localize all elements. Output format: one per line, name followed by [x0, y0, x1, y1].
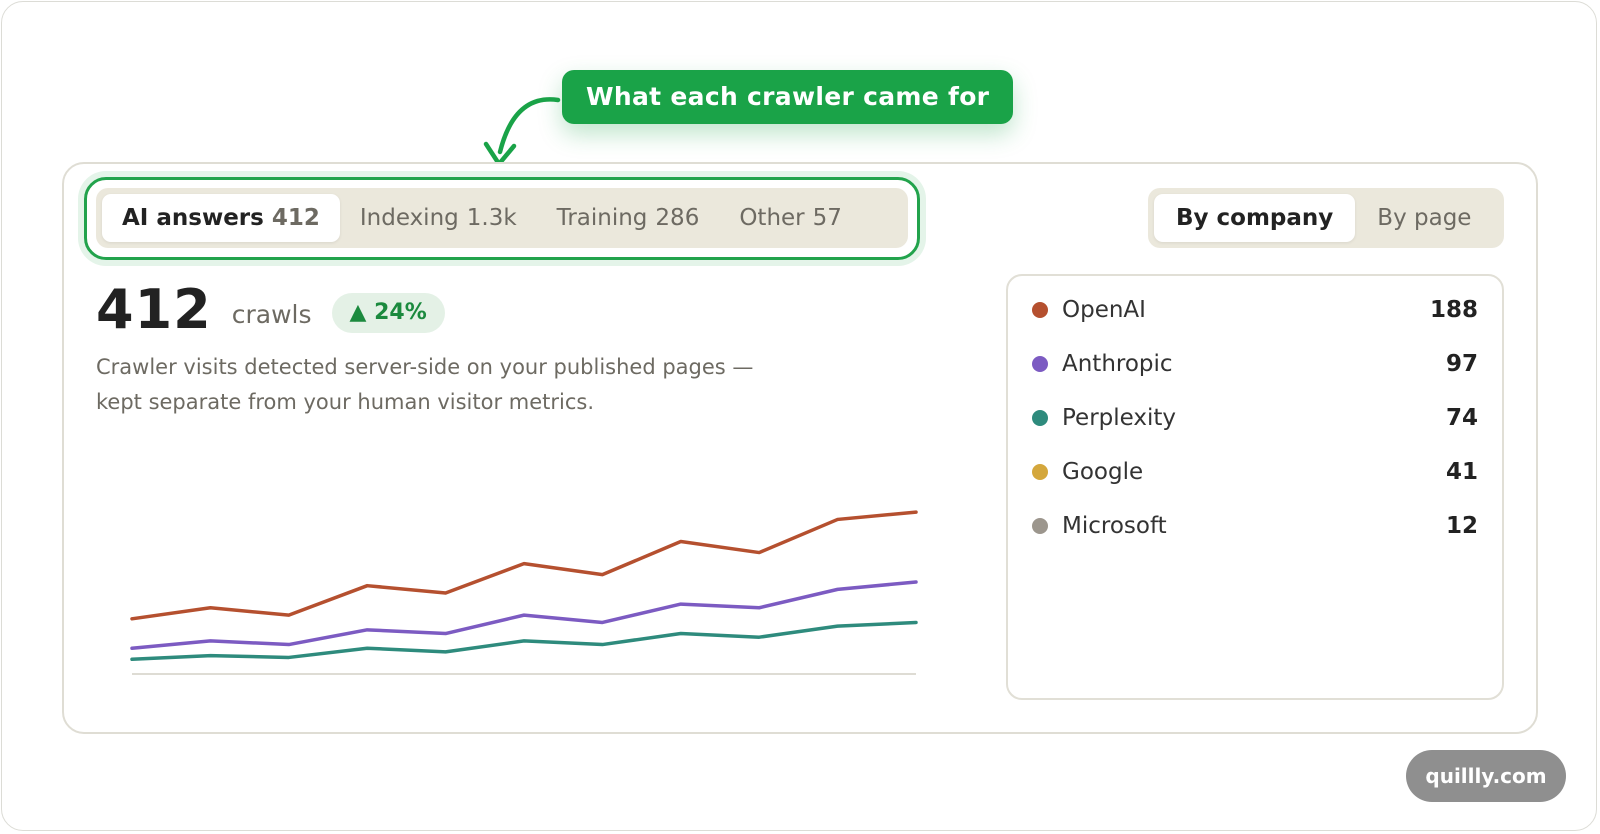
purpose-tabs: AI answers 412 Indexing 1.3k Training 286 O… [96, 188, 908, 248]
watermark-badge: quillly.com [1406, 750, 1566, 802]
tab-ai-answers[interactable]: AI answers 412 [102, 194, 340, 242]
series-line-perplexity [130, 620, 918, 662]
legend-row-perplexity[interactable]: Perplexity 74 [1032, 398, 1478, 438]
company-breakdown: OpenAI 188 Anthropic 97 Perplexity 74 Go… [1006, 274, 1504, 700]
tab-count: 286 [655, 205, 700, 231]
legend-row-anthropic[interactable]: Anthropic 97 [1032, 344, 1478, 384]
tabs-highlight [84, 177, 920, 260]
tab-label: AI answers [122, 205, 264, 231]
google-dot-icon [1032, 464, 1048, 480]
legend-name: Anthropic [1062, 351, 1173, 377]
legend-name: OpenAI [1062, 297, 1146, 323]
by-page-button[interactable]: By page [1377, 205, 1472, 231]
callout-label: What each crawler came for [562, 70, 1014, 124]
legend-name: Microsoft [1062, 513, 1167, 539]
microsoft-dot-icon [1032, 518, 1048, 534]
legend-count: 12 [1445, 513, 1478, 539]
crawl-trend-chart [130, 510, 918, 675]
tab-training[interactable]: Training 286 [537, 194, 720, 242]
anthropic-dot-icon [1032, 356, 1048, 372]
description-line: Crawler visits detected server-side on y… [96, 355, 754, 379]
legend-row-microsoft[interactable]: Microsoft 12 [1032, 506, 1478, 546]
description: Crawler visits detected server-side on y… [96, 350, 856, 420]
legend-row-google[interactable]: Google 41 [1032, 452, 1478, 492]
tab-count: 412 [271, 205, 320, 231]
legend-row-openai[interactable]: OpenAI 188 [1032, 290, 1478, 330]
change-badge: ▲ 24% [331, 292, 445, 333]
legend-count: 188 [1429, 297, 1478, 323]
view-toggle: By company By page [1148, 188, 1504, 248]
perplexity-dot-icon [1032, 410, 1048, 426]
tab-indexing[interactable]: Indexing 1.3k [340, 194, 537, 242]
tab-label: Training [556, 205, 648, 231]
series-line-openai [130, 510, 918, 621]
legend-name: Perplexity [1062, 405, 1177, 431]
tab-count: 57 [812, 205, 842, 231]
description-line: kept separate from your human visitor me… [96, 390, 595, 414]
legend-name: Google [1062, 459, 1144, 485]
tab-other[interactable]: Other 57 [719, 194, 862, 242]
metric-value: 412 [96, 278, 212, 341]
tab-label: Other [739, 205, 805, 231]
tab-label: Indexing [359, 205, 459, 231]
tab-count: 1.3k [466, 205, 517, 231]
legend-count: 41 [1445, 459, 1478, 485]
by-company-button[interactable]: By company [1154, 194, 1356, 242]
series-line-anthropic [130, 580, 918, 650]
metric-unit: crawls [231, 300, 312, 329]
openai-dot-icon [1032, 302, 1048, 318]
metric-summary: 412 crawls ▲ 24% [96, 278, 445, 341]
legend-count: 97 [1445, 351, 1478, 377]
legend-count: 74 [1445, 405, 1478, 431]
